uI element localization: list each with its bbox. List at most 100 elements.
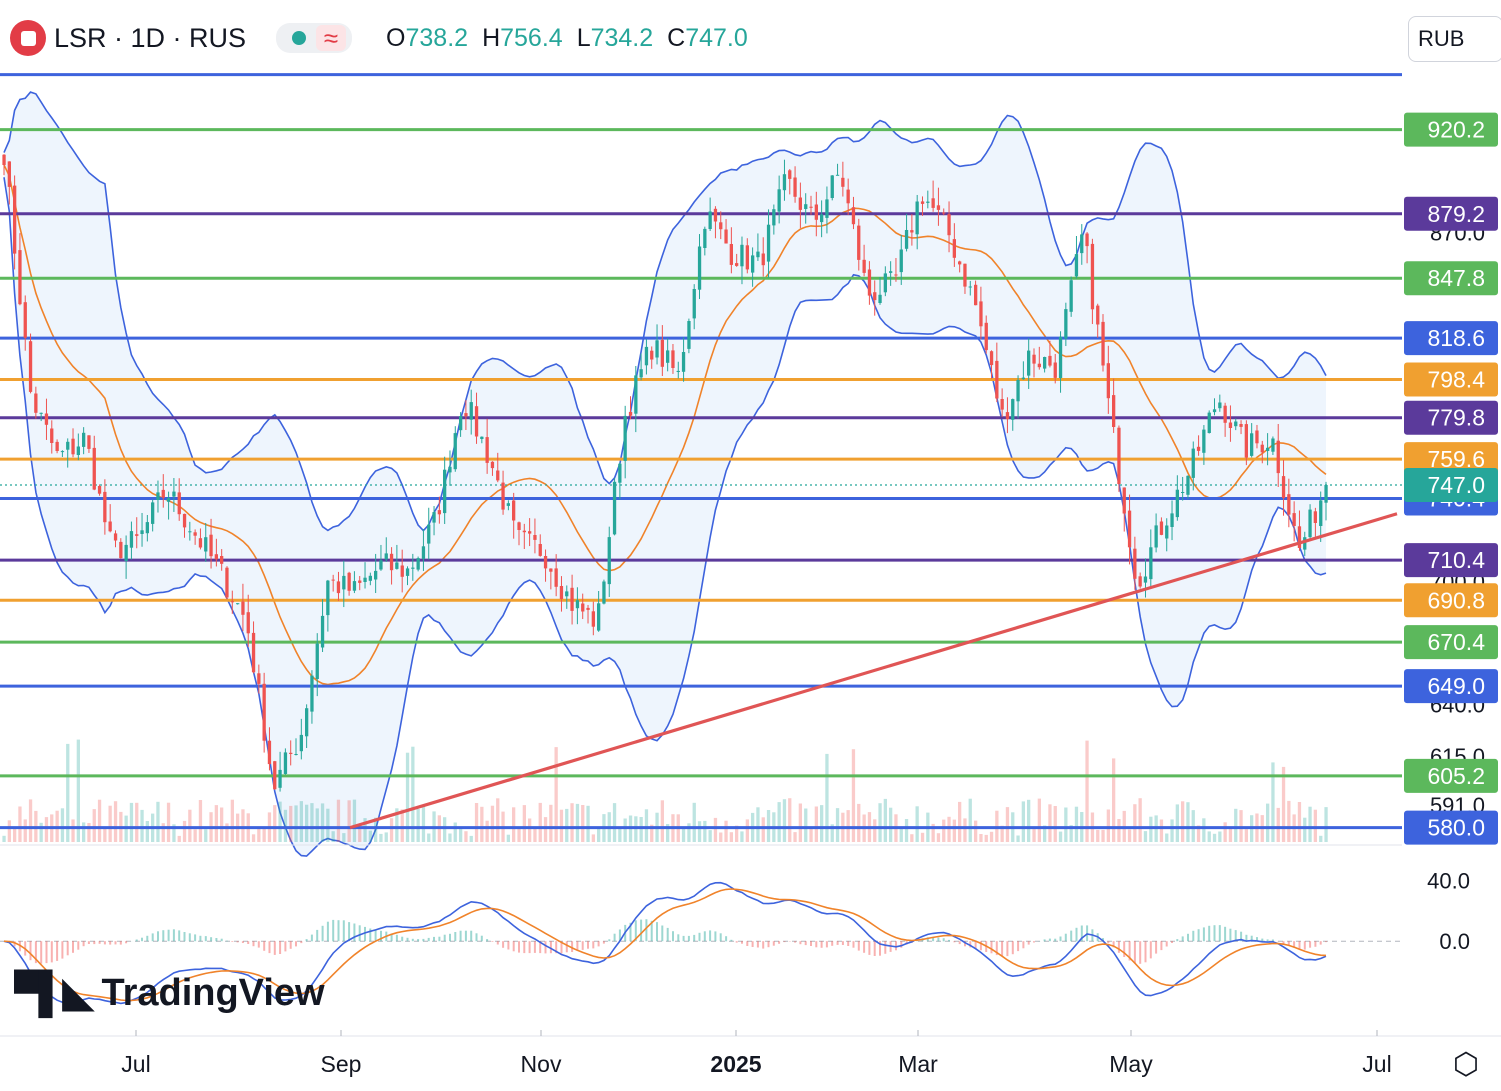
volume-bar (1175, 804, 1179, 842)
candle-body (1186, 475, 1190, 495)
histogram-bar (369, 928, 372, 942)
candle-body (1127, 510, 1132, 548)
volume-bar (623, 818, 627, 842)
volume-bar (512, 807, 516, 842)
volume-bar (612, 803, 617, 842)
candle-body (915, 201, 919, 235)
candle-body (374, 570, 378, 580)
close-label: C (667, 23, 686, 52)
candle-body (1292, 513, 1296, 526)
candle-body (299, 734, 303, 752)
candle-body (772, 209, 776, 226)
candle-body (974, 284, 978, 306)
candle-body (289, 752, 293, 754)
candle-body (1212, 409, 1217, 413)
candle-body (432, 512, 436, 523)
volume-bar (591, 834, 595, 842)
histogram-bar (857, 941, 860, 951)
candle-body (326, 580, 330, 616)
histogram-bar (470, 930, 473, 942)
volume-bar (416, 809, 420, 842)
histogram-bar (342, 920, 345, 942)
histogram-bar (571, 941, 574, 952)
volume-bar (188, 809, 192, 842)
volume-bar (533, 826, 537, 842)
histogram-bar (672, 931, 674, 942)
price-level-tag (1404, 625, 1498, 660)
symbol-title[interactable]: LSR · 1D · RUS (54, 22, 247, 53)
candle-body (644, 346, 649, 366)
volume-bar (575, 803, 580, 842)
candle-body (984, 322, 988, 351)
close-value: 747.0 (685, 23, 748, 52)
candle-body (113, 533, 118, 541)
candle-body (660, 339, 664, 367)
histogram-bar (618, 929, 621, 942)
candle-body (697, 246, 702, 290)
histogram-bar (1011, 941, 1014, 955)
histogram-bar (252, 941, 255, 947)
volume-bar (474, 803, 479, 842)
volume-bar (777, 802, 781, 842)
histogram-bar (486, 939, 489, 942)
volume-bar (1202, 818, 1206, 842)
volume-bar (1000, 825, 1004, 842)
volume-bar (129, 802, 134, 842)
histogram-bar (279, 941, 282, 954)
candle-body (50, 428, 54, 443)
candle-body (846, 189, 850, 204)
histogram-bar (587, 941, 589, 949)
volume-bar (1101, 829, 1105, 842)
candle-body (161, 489, 165, 498)
candle-body (156, 492, 160, 500)
indicator-wave-icon[interactable]: ≈ (316, 25, 347, 51)
histogram-bar (682, 935, 685, 942)
candle-body (565, 591, 569, 597)
histogram-bar (735, 941, 738, 943)
volume-bar (1106, 809, 1110, 842)
status-pill[interactable]: ≈ (276, 23, 353, 53)
histogram-bar (1123, 941, 1126, 957)
settings-gear-icon[interactable]: ⬡ (1452, 1047, 1480, 1081)
volume-bar (798, 803, 802, 842)
volume-bar (453, 822, 457, 842)
candle-body (480, 436, 484, 439)
histogram-bar (640, 919, 643, 942)
volume-bar (1085, 740, 1089, 842)
histogram-bar (300, 941, 303, 944)
histogram-bar (247, 941, 250, 944)
candle-body (320, 615, 325, 648)
candle-body (1074, 254, 1079, 277)
candle-body (1308, 509, 1312, 538)
candle-body (60, 451, 65, 453)
histogram-bar (215, 938, 218, 942)
oscillator-pane (0, 844, 1501, 1005)
candle-body (459, 416, 463, 431)
bollinger-lower-line (3, 177, 1327, 857)
volume-bar (1181, 801, 1185, 842)
histogram-bar (1229, 928, 1232, 942)
currency-selector[interactable]: RUB (1408, 16, 1501, 62)
volume-bar (389, 818, 394, 842)
volume-bar (1308, 806, 1312, 842)
volume-bar (597, 828, 601, 842)
histogram-bar (61, 941, 64, 959)
price-level-label: 798.4 (1427, 367, 1485, 393)
histogram-bar (268, 941, 271, 954)
candle-body (464, 413, 468, 417)
candle-body (400, 565, 404, 577)
volume-bar (469, 835, 473, 842)
volume-bar (459, 828, 463, 842)
histogram-bar (1059, 936, 1062, 942)
histogram-bar (310, 934, 313, 942)
candle-body (469, 402, 473, 420)
histogram-bar (948, 939, 950, 942)
volume-bar (60, 808, 65, 842)
candle-body (18, 250, 22, 305)
volume-bar (66, 743, 70, 842)
trendline[interactable] (349, 512, 1398, 830)
price-level-tag (1404, 400, 1498, 435)
volume-bar (942, 819, 946, 842)
volume-bar (103, 828, 107, 842)
